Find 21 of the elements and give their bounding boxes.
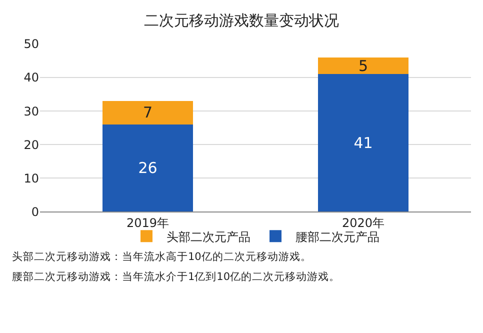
bar [102, 124, 194, 212]
data-label: 7 [142, 104, 153, 122]
y-tick-label: 10 [24, 171, 39, 186]
bar [318, 57, 409, 74]
y-tick-label: 40 [24, 70, 39, 85]
data-label: 5 [358, 56, 368, 75]
legend-label: 头部二次元产品 [166, 230, 250, 244]
text: 腰部二次元移动游戏：当年流水介于1亿到10亿的二次元移动游戏。 [12, 270, 340, 283]
y-tick-label: 50 [24, 37, 39, 52]
x-tick-label: 2019年 [126, 216, 170, 230]
y-tick-label: 20 [24, 138, 39, 152]
y-tick-label: 30 [24, 104, 39, 118]
chart-title: 二次元移动游戏数量变动状况 [144, 11, 339, 30]
text: 头部二次元移动游戏：当年流水高于10亿的二次元移动游戏。 [12, 250, 312, 263]
data-label: 26 [138, 159, 158, 178]
y-tick-label: 0 [31, 204, 39, 219]
x-tick-label: 2020年 [342, 216, 385, 230]
bar [318, 74, 409, 212]
bar [102, 100, 194, 124]
data-label: 41 [354, 134, 373, 152]
legend-label: 腰部二次元产品 [296, 230, 380, 244]
